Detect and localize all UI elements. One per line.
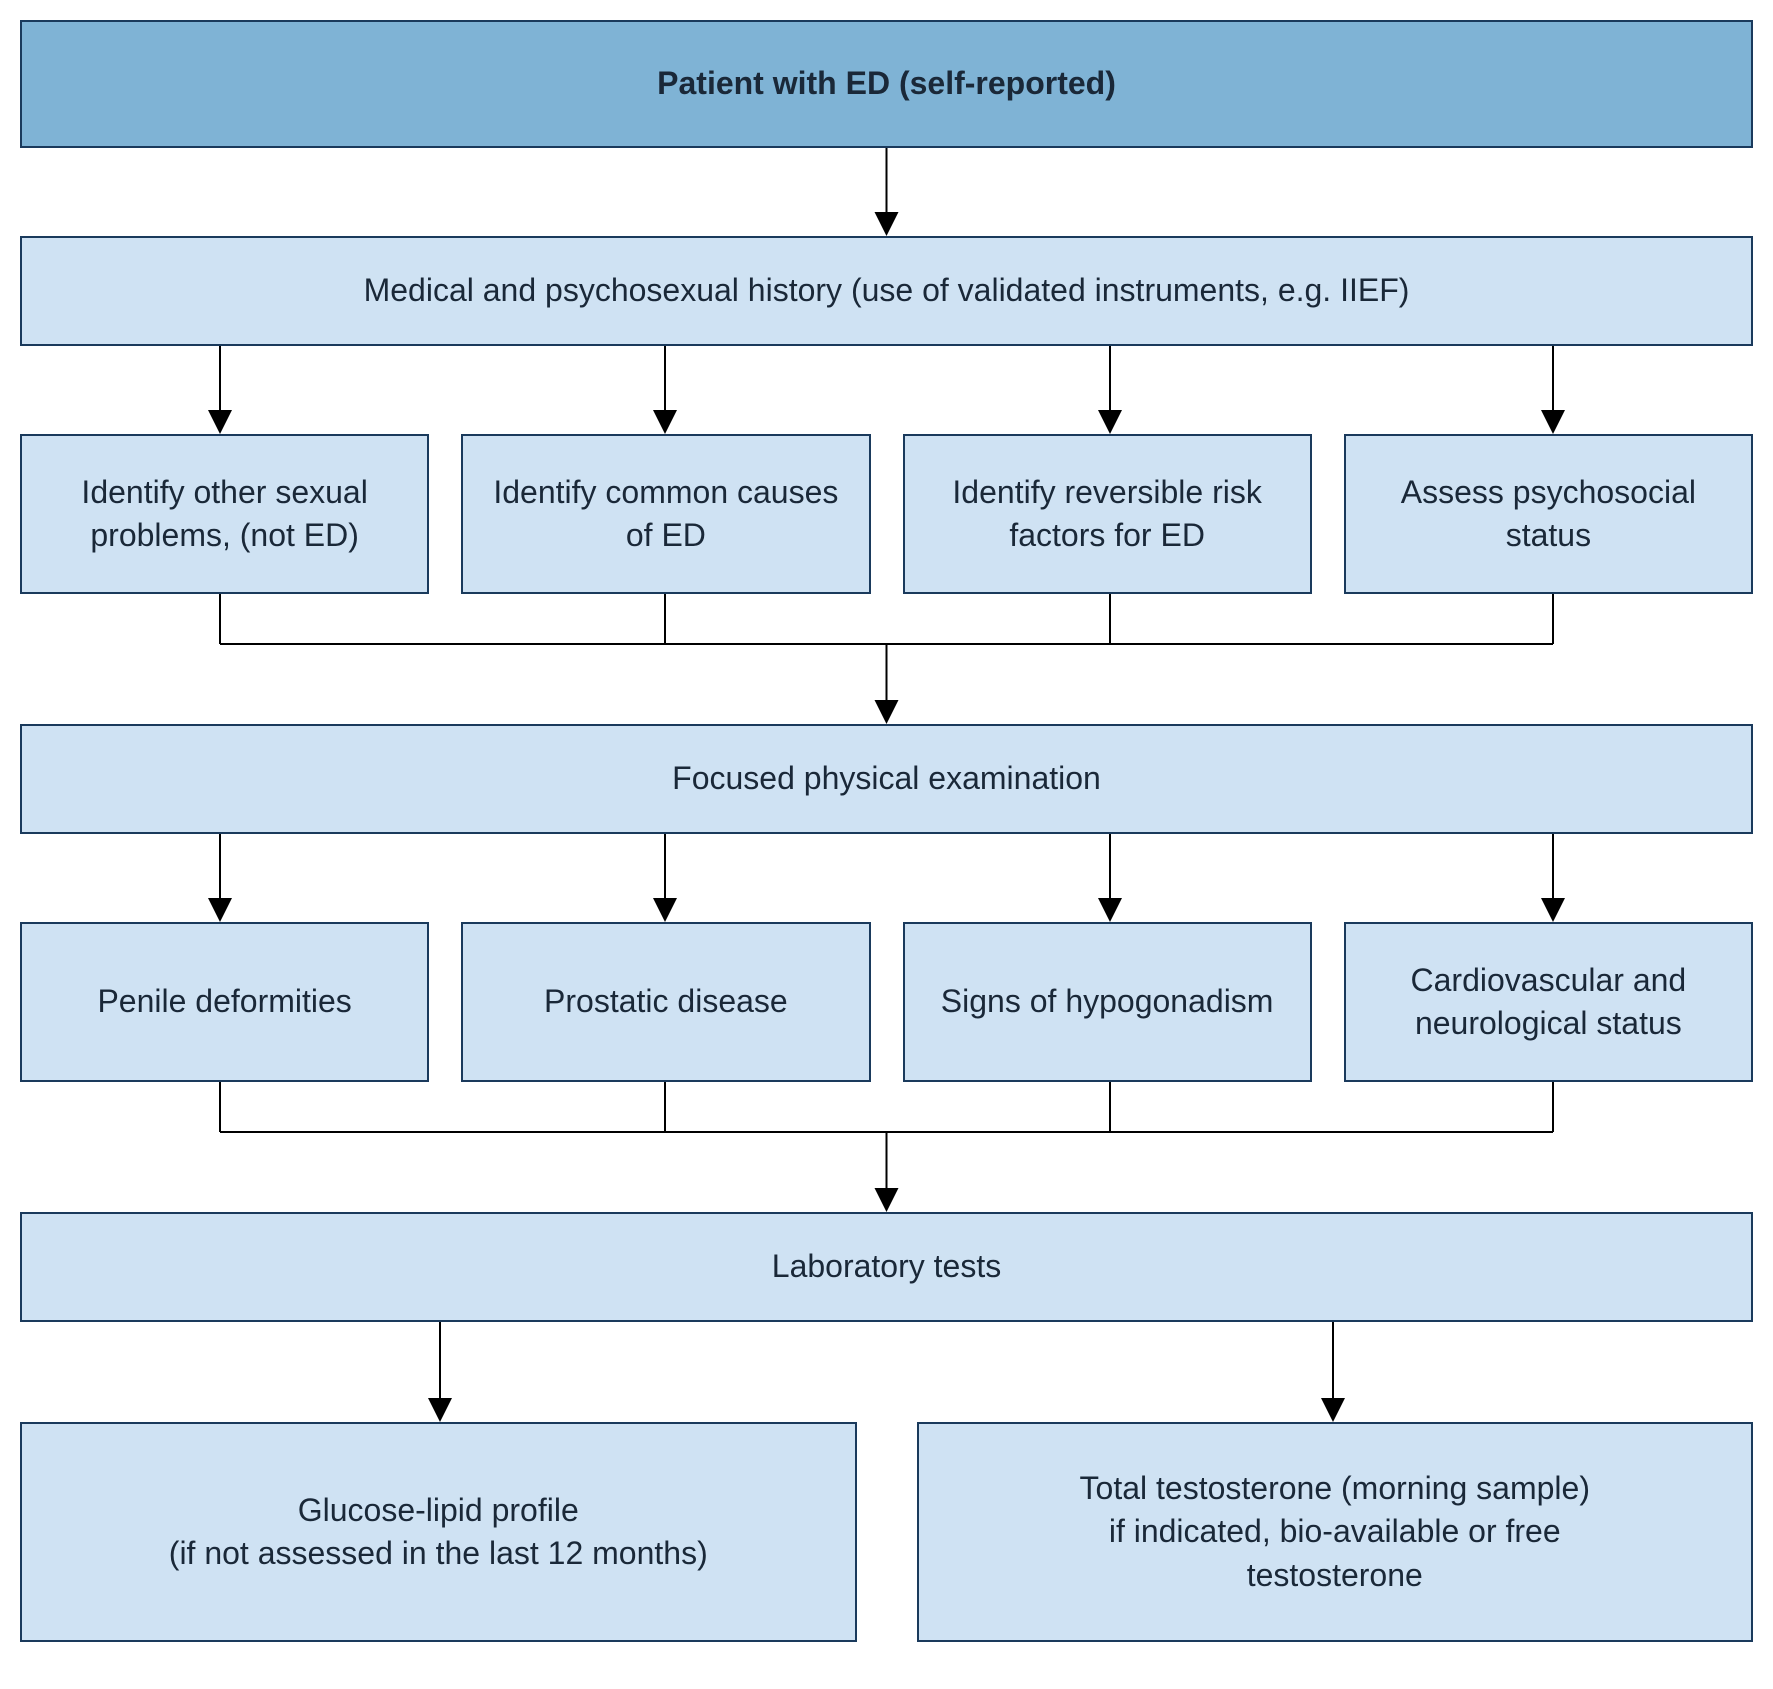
box-label: Medical and psychosexual history (use of…: [364, 269, 1410, 312]
box-hypogonadism: Signs of hypogonadism: [903, 922, 1312, 1082]
box-label: Identify reversible risk factors for ED: [921, 471, 1294, 557]
box-label: Focused physical examination: [672, 757, 1101, 800]
box-label: Patient with ED (self-reported): [657, 62, 1116, 105]
box-label: Assess psychosocial status: [1362, 471, 1735, 557]
exam-children-row: Penile deformities Prostatic disease Sig…: [20, 922, 1753, 1082]
history-children-row: Identify other sexual problems, (not ED)…: [20, 434, 1753, 594]
box-patient-ed: Patient with ED (self-reported): [20, 20, 1753, 148]
box-glucose-lipid: Glucose-lipid profile (if not assessed i…: [20, 1422, 857, 1642]
box-label: Cardiovascular and neurological status: [1362, 959, 1735, 1045]
box-penile-deformities: Penile deformities: [20, 922, 429, 1082]
box-common-causes: Identify common causes of ED: [461, 434, 870, 594]
box-prostatic-disease: Prostatic disease: [461, 922, 870, 1082]
box-label: Laboratory tests: [772, 1245, 1001, 1288]
box-history: Medical and psychosexual history (use of…: [20, 236, 1753, 346]
box-reversible-risk: Identify reversible risk factors for ED: [903, 434, 1312, 594]
branch-arrows-icon: [20, 346, 1753, 434]
box-label: Prostatic disease: [544, 980, 788, 1023]
box-label: Total testosterone (morning sample) if i…: [1080, 1467, 1590, 1597]
box-cardio-neuro: Cardiovascular and neurological status: [1344, 922, 1753, 1082]
merge-arrows-icon: [20, 594, 1753, 724]
box-physical-exam: Focused physical examination: [20, 724, 1753, 834]
lab-children-row: Glucose-lipid profile (if not assessed i…: [20, 1422, 1753, 1642]
box-testosterone: Total testosterone (morning sample) if i…: [917, 1422, 1754, 1642]
box-label: Penile deformities: [97, 980, 351, 1023]
branch-arrows-icon: [20, 834, 1753, 922]
box-label: Identify common causes of ED: [479, 471, 852, 557]
arrow-down-icon: [20, 148, 1753, 236]
flowchart-root: Patient with ED (self-reported) Medical …: [20, 20, 1753, 1642]
branch-arrows-icon: [20, 1322, 1753, 1422]
box-lab-tests: Laboratory tests: [20, 1212, 1753, 1322]
box-label: Glucose-lipid profile (if not assessed i…: [169, 1489, 708, 1575]
box-label: Signs of hypogonadism: [941, 980, 1274, 1023]
box-other-sexual-problems: Identify other sexual problems, (not ED): [20, 434, 429, 594]
box-psychosocial: Assess psychosocial status: [1344, 434, 1753, 594]
merge-arrows-icon: [20, 1082, 1753, 1212]
box-label: Identify other sexual problems, (not ED): [38, 471, 411, 557]
